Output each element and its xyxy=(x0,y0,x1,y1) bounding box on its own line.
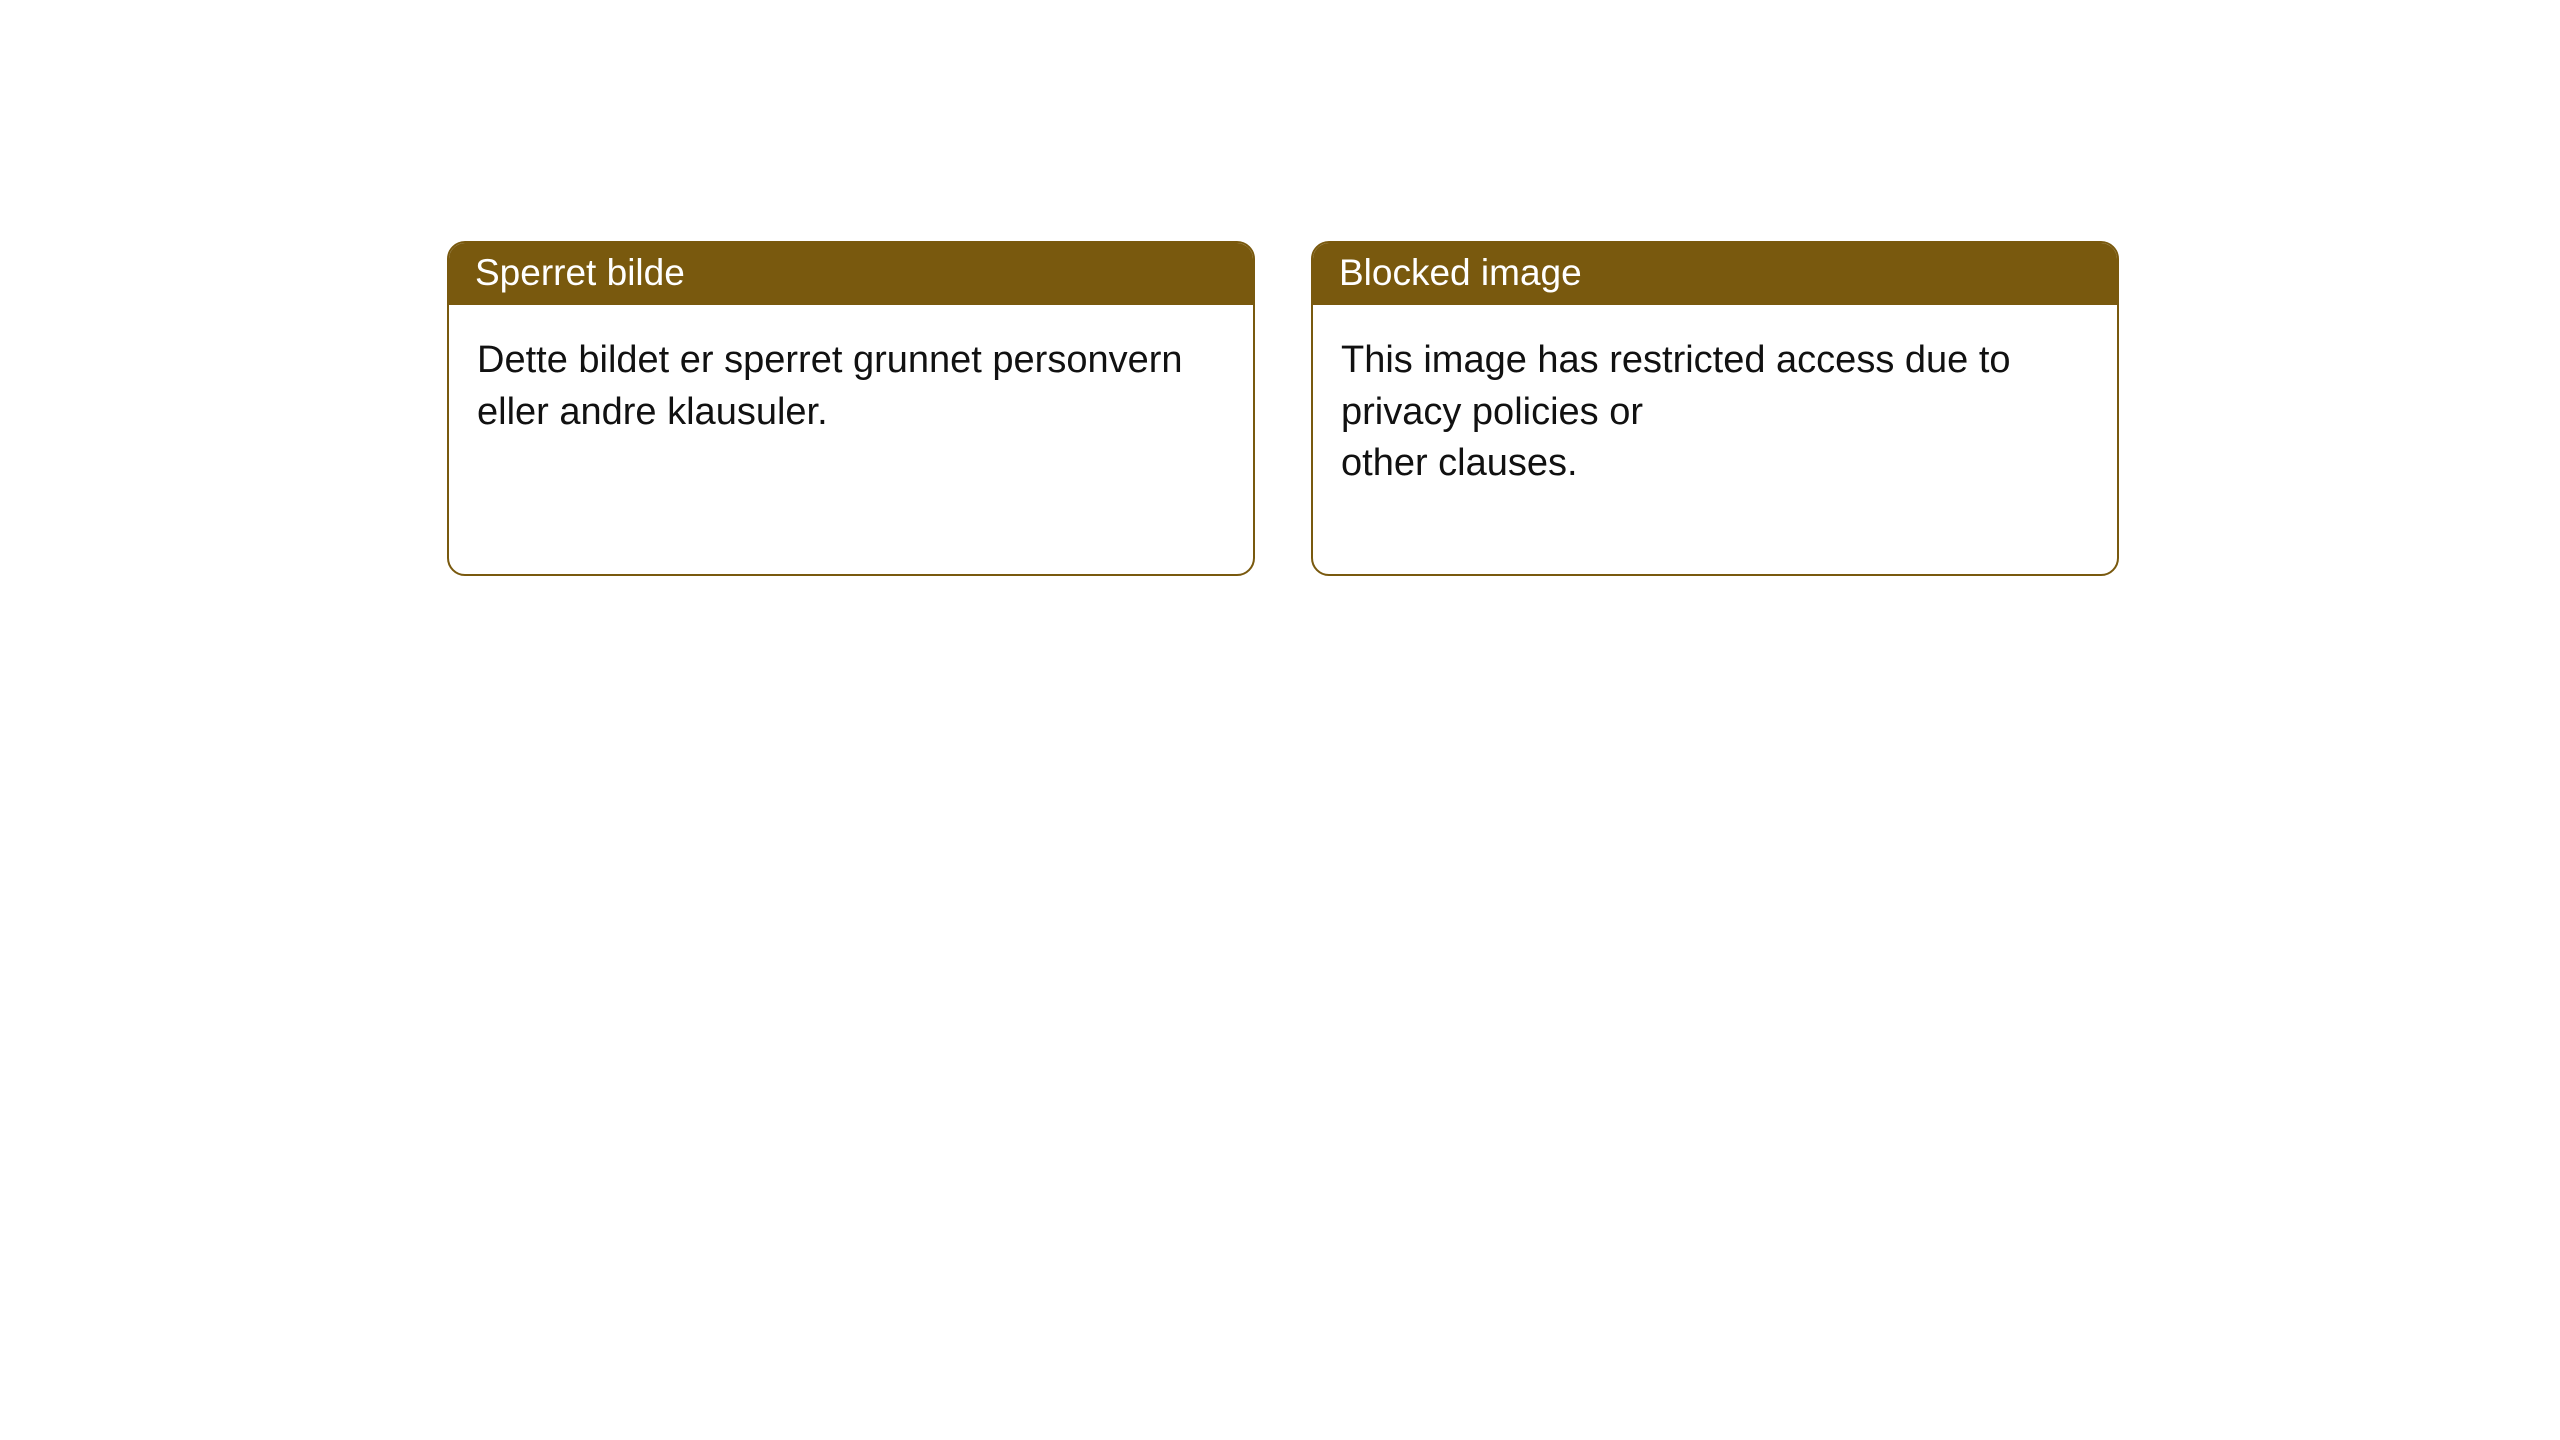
card-blocked-en: Blocked image This image has restricted … xyxy=(1311,241,2119,576)
card-header-no: Sperret bilde xyxy=(449,243,1253,305)
cards-container: Sperret bilde Dette bildet er sperret gr… xyxy=(0,0,2560,576)
card-header-en: Blocked image xyxy=(1313,243,2117,305)
card-body-en: This image has restricted access due to … xyxy=(1313,305,2117,519)
card-body-no: Dette bildet er sperret grunnet personve… xyxy=(449,305,1253,468)
card-blocked-no: Sperret bilde Dette bildet er sperret gr… xyxy=(447,241,1255,576)
